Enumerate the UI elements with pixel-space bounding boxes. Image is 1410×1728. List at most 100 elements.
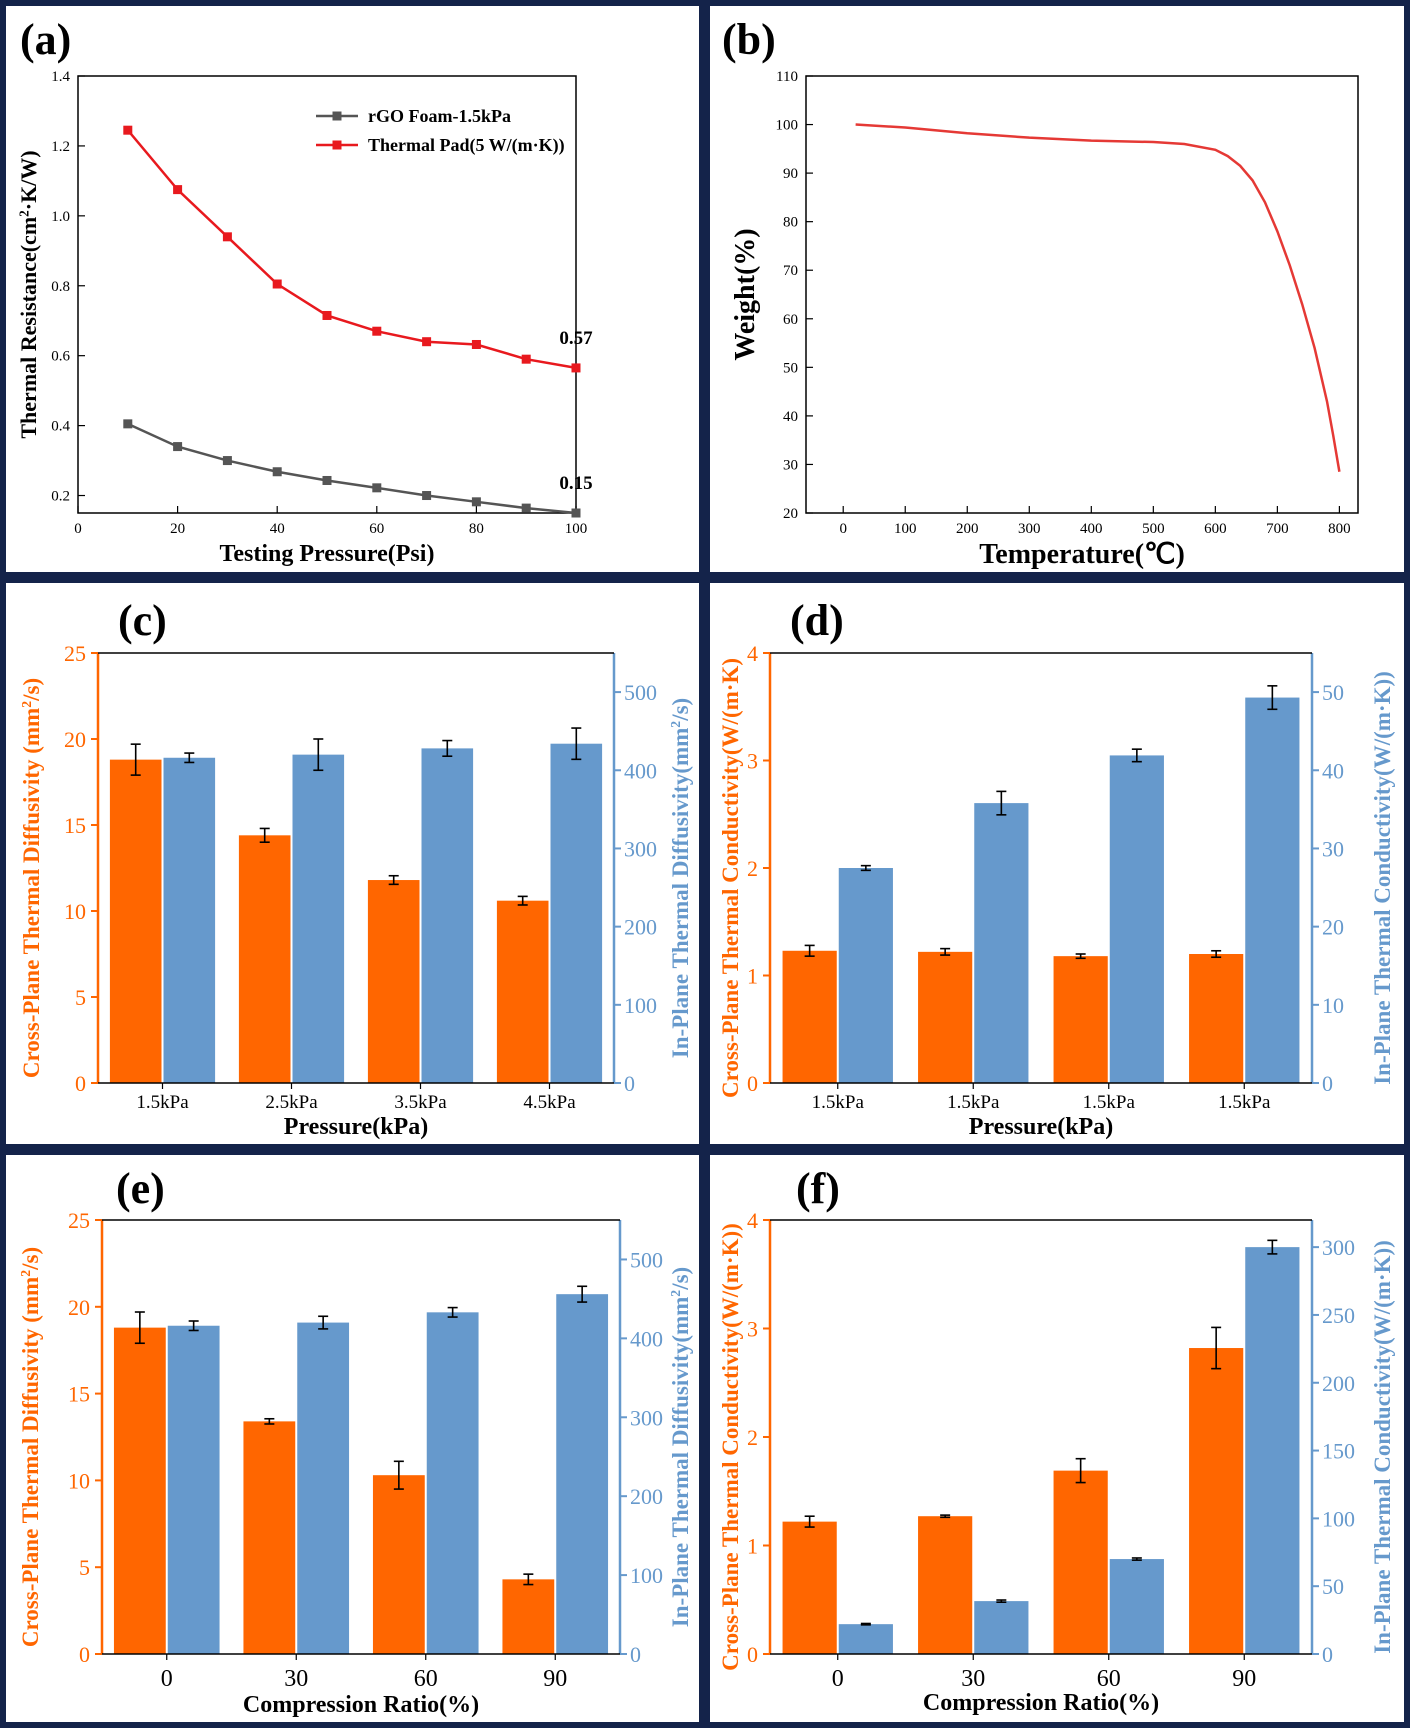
data-point — [521, 354, 531, 364]
y-axis-label: Cross-Plane Thermal Conductivity(W/(m·K)… — [718, 1223, 743, 1671]
x-tick-label: 100 — [565, 521, 588, 537]
data-point — [372, 483, 382, 493]
y-tick-label: 5 — [79, 1555, 90, 1580]
panel-b: (b) 0 100 200 300 400 500 600 700 800 20 30 40 50 60 70… — [710, 6, 1404, 572]
series-line — [855, 123, 1341, 472]
y2-tick-label: 50 — [1322, 1574, 1344, 1599]
data-point — [272, 279, 282, 289]
y2-tick-label: 150 — [1322, 1439, 1355, 1464]
bar — [496, 900, 549, 1083]
y-tick-label: 3 — [747, 749, 758, 774]
y2-tick-label: 100 — [1322, 1506, 1355, 1531]
y-tick-label: 1.2 — [51, 139, 70, 155]
y2-tick-label: 400 — [624, 758, 657, 783]
series-line — [126, 129, 577, 370]
panel-label: (d) — [790, 596, 844, 645]
y2-tick-label: 300 — [630, 1405, 663, 1430]
y-tick-label: 0.6 — [51, 349, 70, 365]
y-tick-label: 10 — [64, 899, 86, 924]
x-tick-label: 80 — [469, 521, 484, 537]
x-tick-label: 0 — [832, 1666, 844, 1692]
x-tick-label: 1.5kPa — [1083, 1092, 1136, 1113]
y-axis-label: Thermal Resistance(cm2·K/W) — [16, 150, 41, 438]
y-tick-label: 0.8 — [51, 279, 70, 295]
bar — [238, 835, 291, 1083]
x-tick-label: 500 — [1142, 521, 1165, 537]
x-tick-label: 200 — [956, 521, 979, 537]
y2-tick-label: 100 — [630, 1563, 663, 1588]
legend-label: rGO Foam-1.5kPa — [368, 106, 511, 126]
y2-tick-label: 250 — [1322, 1303, 1355, 1328]
y-tick-label: 25 — [68, 1208, 90, 1233]
y-tick-label: 100 — [776, 118, 799, 134]
y2-tick-label: 500 — [624, 680, 657, 705]
data-point — [521, 503, 531, 513]
x-tick-label: 4.5kPa — [523, 1092, 576, 1113]
panel-label: (c) — [118, 596, 167, 645]
y-tick-label: 0.2 — [51, 489, 70, 505]
bar — [550, 743, 603, 1083]
legend-swatch-marker — [332, 140, 342, 150]
x-tick-label: 0 — [74, 521, 82, 537]
plot-frame — [77, 75, 577, 514]
y-tick-label: 0.4 — [51, 419, 70, 435]
bar — [918, 1516, 973, 1654]
y2-tick-label: 100 — [624, 993, 657, 1018]
data-point — [173, 185, 183, 195]
y2-tick-label: 0 — [630, 1642, 641, 1667]
x-tick-label: 30 — [961, 1666, 985, 1692]
bar — [918, 951, 973, 1083]
y-tick-label: 10 — [68, 1468, 90, 1493]
panel-label: (a) — [20, 15, 71, 64]
y-tick-label: 0 — [747, 1642, 758, 1667]
y-tick-label: 5 — [75, 985, 86, 1010]
panel-label: (f) — [796, 1164, 840, 1213]
panel-c: (c) 0 5 10 15 20 25 0 100 200 300 400 500 1.5kPa 2.5kP… — [6, 583, 699, 1144]
y2-tick-label: 200 — [1322, 1371, 1355, 1396]
y2-tick-label: 0 — [624, 1071, 635, 1096]
y-tick-label: 4 — [747, 641, 758, 666]
bar — [1189, 1348, 1244, 1654]
x-tick-label: 800 — [1328, 521, 1351, 537]
x-tick-label: 30 — [284, 1666, 308, 1692]
y2-tick-label: 20 — [1322, 915, 1344, 940]
x-axis-label: Temperature(℃) — [979, 539, 1185, 570]
data-label: 0.15 — [559, 473, 592, 494]
y-tick-label: 30 — [783, 457, 798, 473]
y2-tick-label: 10 — [1322, 993, 1344, 1018]
y2-tick-label: 0 — [1322, 1071, 1333, 1096]
x-tick-label: 0 — [161, 1666, 173, 1692]
y-tick-label: 1.4 — [51, 69, 70, 85]
bar — [974, 1601, 1029, 1654]
y-tick-label: 20 — [783, 506, 798, 522]
chart-e: (e) 0 5 10 15 20 25 0 100 200 300 400 500 0 30 60 90 Comp… — [18, 1164, 693, 1718]
y2-tick-label: 300 — [624, 836, 657, 861]
y2-tick-label: 50 — [1322, 680, 1344, 705]
data-point — [123, 125, 133, 135]
data-label: 0.57 — [559, 328, 593, 349]
x-axis-label: Pressure(kPa) — [969, 1114, 1113, 1140]
y-tick-label: 3 — [747, 1317, 758, 1342]
bar — [1109, 1559, 1164, 1654]
data-point — [123, 419, 133, 429]
data-point — [471, 497, 481, 507]
y-tick-label: 0 — [747, 1071, 758, 1096]
plot-frame — [805, 75, 1359, 514]
chart-b: (b) 0 100 200 300 400 500 600 700 800 20 30 40 50 60 70… — [722, 15, 1359, 570]
x-tick-label: 60 — [369, 521, 384, 537]
bar — [426, 1312, 479, 1654]
x-tick-label: 1.5kPa — [136, 1092, 189, 1113]
bar — [113, 1327, 166, 1654]
x-tick-label: 100 — [894, 521, 917, 537]
x-tick-label: 3.5kPa — [394, 1092, 447, 1113]
chart-c: (c) 0 5 10 15 20 25 0 100 200 300 400 500 1.5kPa 2.5kP… — [19, 596, 693, 1140]
y2-tick-label: 40 — [1322, 758, 1344, 783]
y-tick-label: 1 — [747, 964, 758, 989]
x-tick-label: 600 — [1204, 521, 1227, 537]
bar — [974, 803, 1029, 1083]
legend-swatch-marker — [332, 111, 342, 121]
data-point — [322, 310, 332, 320]
bar — [372, 1475, 425, 1654]
y-tick-label: 90 — [783, 166, 798, 182]
bar — [1053, 1470, 1108, 1654]
